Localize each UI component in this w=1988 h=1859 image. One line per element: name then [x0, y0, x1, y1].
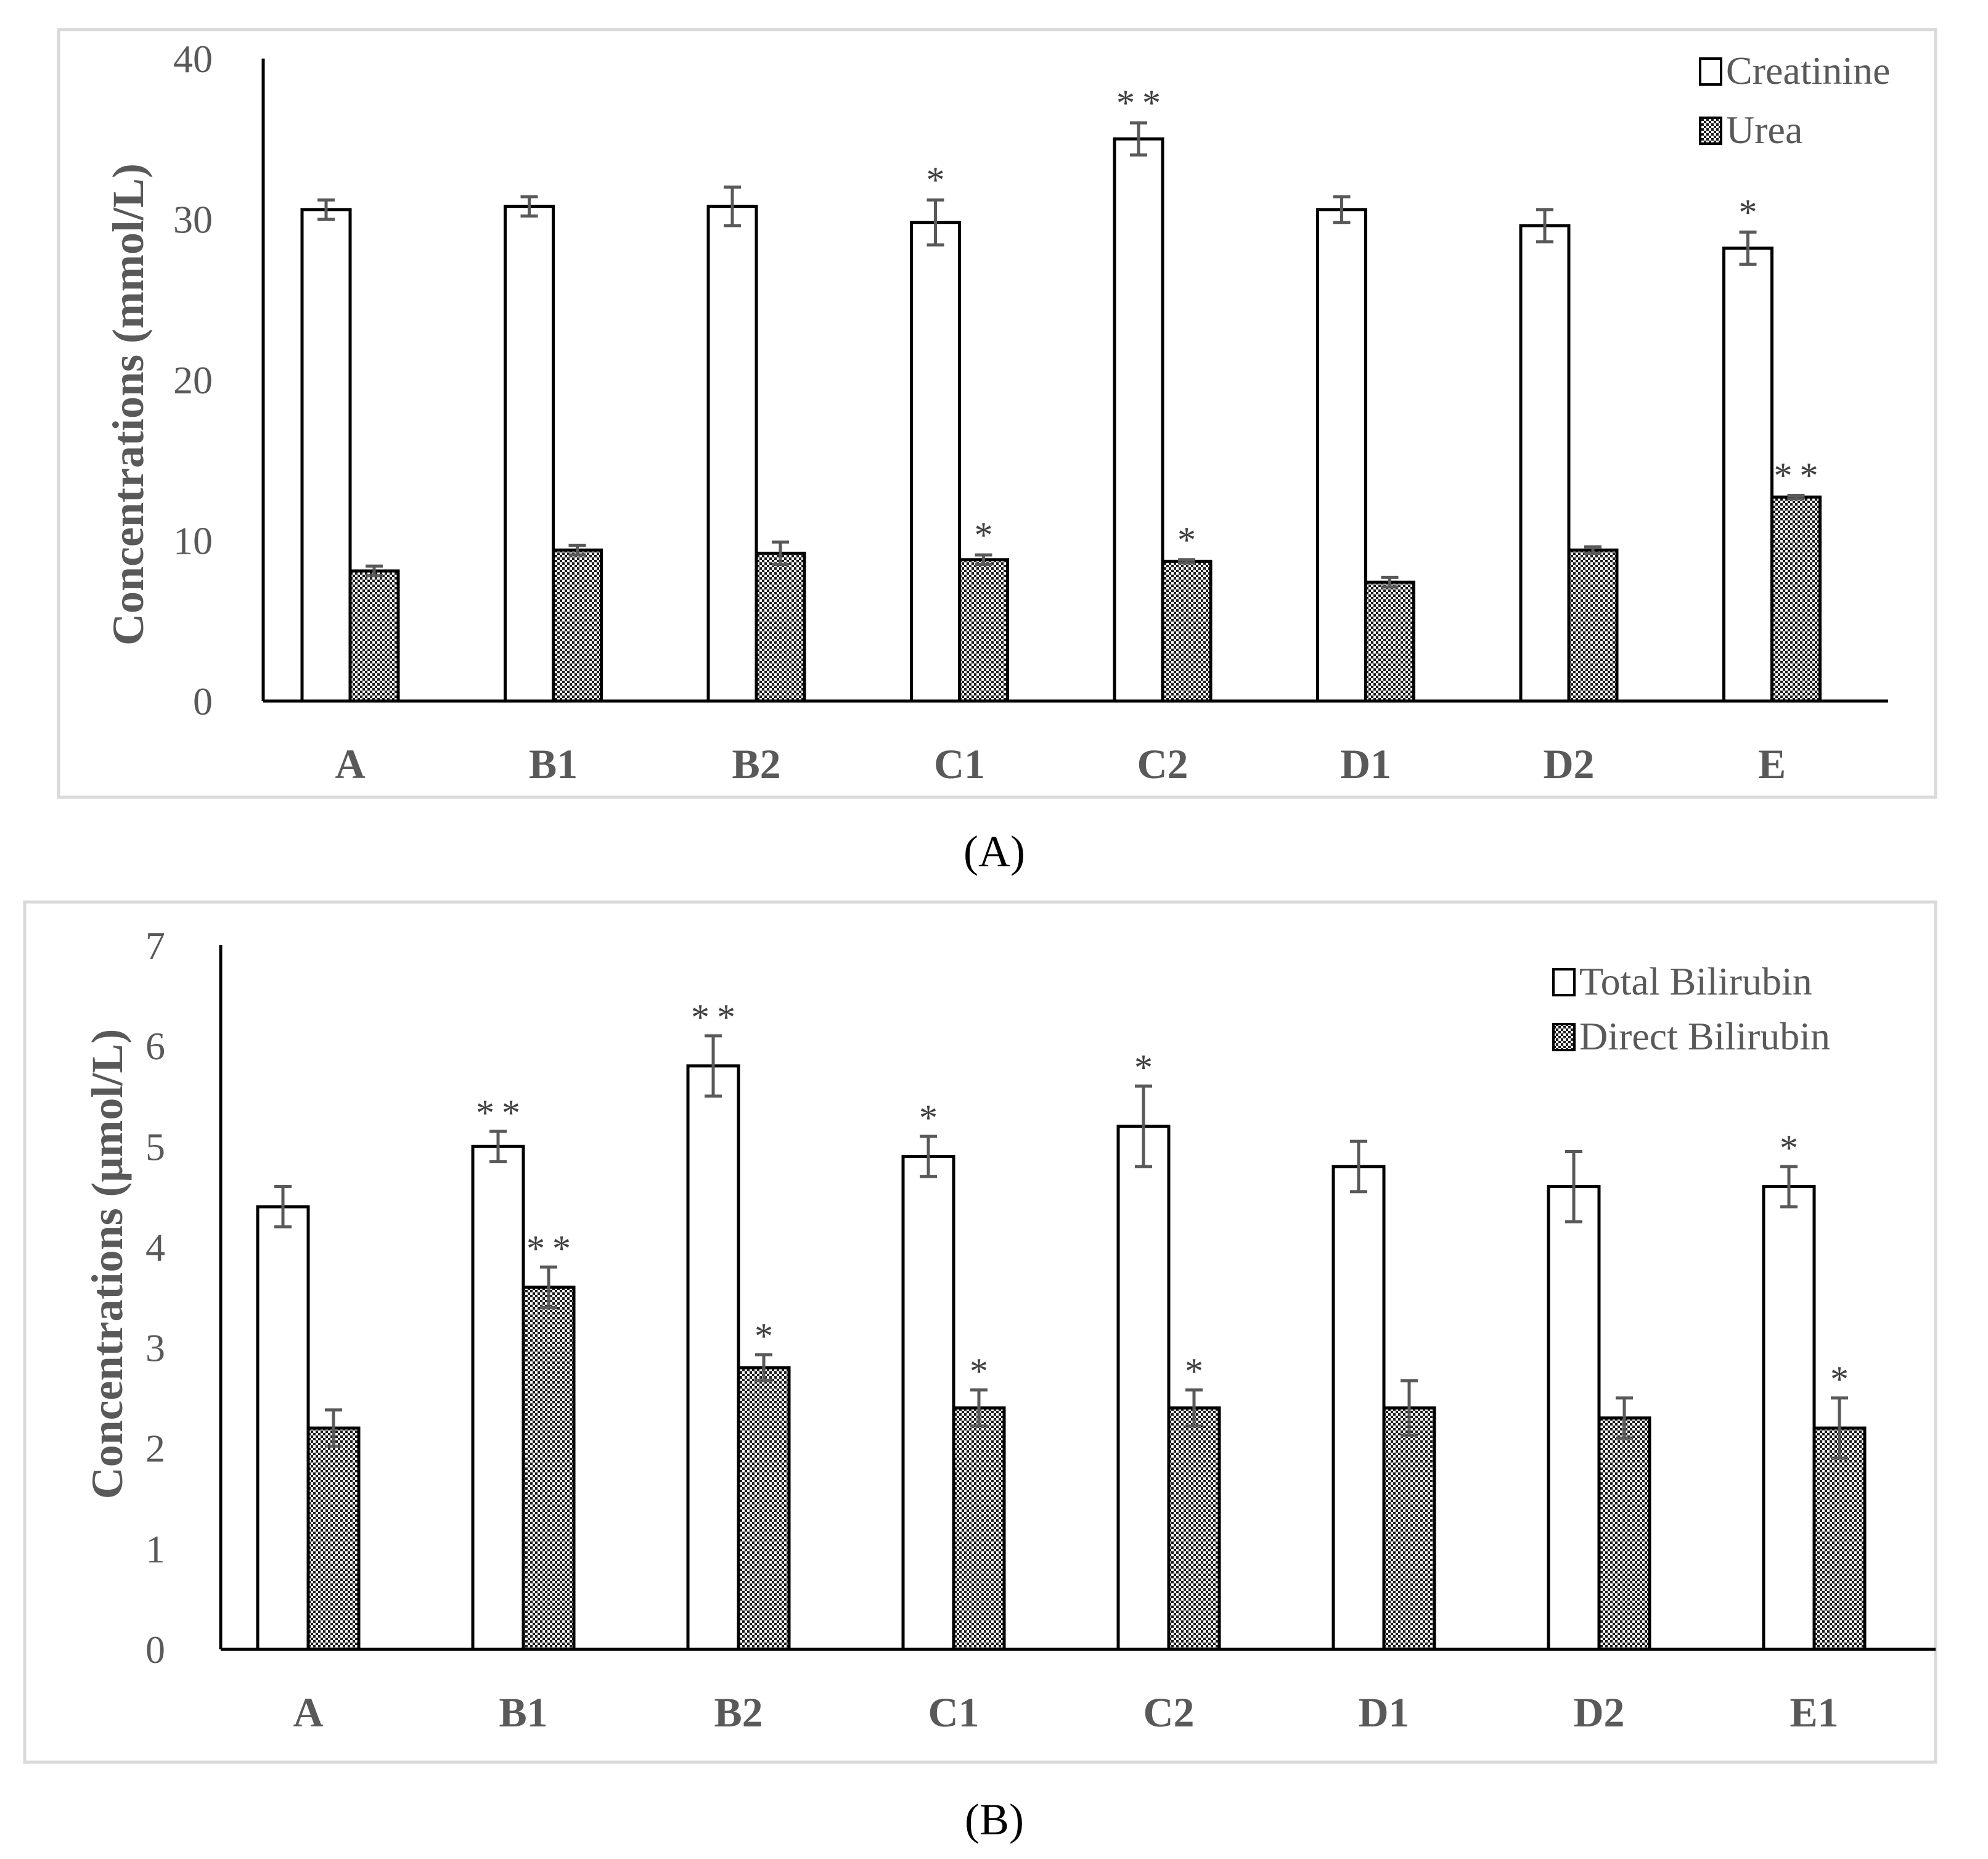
bar-total-bilirubin-b2	[686, 1064, 740, 1651]
legend-label-creatinine: Creatinine	[1726, 49, 1891, 92]
bar-total-bilirubin-a	[256, 1205, 310, 1651]
significance-marker: *	[1177, 520, 1196, 560]
significance-marker: *	[1739, 192, 1757, 232]
bar-direct-bilirubin-e1	[1812, 1426, 1867, 1651]
bar-direct-bilirubin-c2	[1167, 1406, 1221, 1651]
x-tick-label: D1	[1358, 1689, 1409, 1736]
y-tick-label: 5	[145, 1125, 165, 1168]
panel-b-legend: Total Bilirubin Direct Bilirubin	[1552, 959, 1830, 1058]
bar-creatinine-b2	[706, 205, 758, 703]
bar-direct-bilirubin-a	[306, 1426, 361, 1651]
x-tick-label: C2	[1137, 741, 1188, 787]
y-tick-label: 6	[145, 1024, 165, 1068]
bar-creatinine-b1	[504, 205, 555, 703]
bar-creatinine-e	[1722, 246, 1773, 703]
bar-urea-c2	[1161, 559, 1213, 703]
bar-urea-c1	[958, 558, 1009, 703]
bar-urea-b2	[755, 551, 806, 703]
x-tick-label: E1	[1790, 1689, 1838, 1736]
x-tick-label: B1	[499, 1689, 547, 1736]
x-tick-label: D2	[1573, 1689, 1624, 1736]
bar-direct-bilirubin-c1	[952, 1406, 1006, 1651]
panel-a-marks: 0 10 20 30 40 A B1 B2 * * C1 * * * C2 D1 D2 * * * E	[173, 37, 1888, 787]
legend-swatch-creatinine	[1699, 57, 1722, 86]
legend-swatch-total-bilirubin	[1552, 968, 1576, 996]
y-tick-label: 2	[145, 1427, 165, 1471]
bar-creatinine-a	[300, 208, 352, 703]
x-tick-label: C1	[934, 741, 985, 787]
significance-marker: * *	[691, 997, 735, 1038]
y-tick-label: 3	[145, 1326, 165, 1370]
y-tick-label: 30	[173, 198, 213, 242]
significance-marker: *	[1185, 1351, 1203, 1392]
bar-creatinine-d1	[1316, 208, 1367, 703]
y-tick-label: 0	[193, 679, 213, 723]
x-tick-label: A	[293, 1689, 323, 1736]
panel-a-caption: (A)	[963, 827, 1025, 876]
significance-marker: *	[927, 160, 945, 200]
bar-creatinine-c2	[1113, 137, 1164, 703]
y-tick-label: 4	[145, 1225, 165, 1269]
significance-marker: *	[1780, 1128, 1798, 1168]
y-tick-label: 1	[145, 1527, 165, 1571]
significance-marker: *	[975, 515, 993, 556]
significance-marker: *	[919, 1098, 938, 1138]
y-tick-label: 10	[173, 519, 213, 563]
panel-b-marks: 0 1 2 3 4 5 6 7 A * * * * B1 * * * B2 * * C1 * * C2 D1 D2 * * E1	[145, 924, 1936, 1736]
x-tick-label: D1	[1340, 741, 1391, 787]
significance-marker: * *	[1773, 456, 1818, 496]
x-tick-label: B2	[714, 1689, 763, 1736]
significance-marker: * *	[526, 1228, 571, 1269]
legend-swatch-direct-bilirubin	[1552, 1023, 1576, 1051]
x-tick-label: A	[335, 741, 365, 787]
significance-marker: *	[1134, 1047, 1153, 1088]
bar-direct-bilirubin-d2	[1597, 1416, 1651, 1651]
bar-urea-e	[1770, 495, 1822, 703]
bar-total-bilirubin-c1	[901, 1155, 955, 1651]
x-tick-label: C2	[1143, 1689, 1194, 1736]
bar-creatinine-c1	[910, 221, 961, 703]
significance-marker: *	[1830, 1359, 1849, 1400]
x-tick-label: D2	[1543, 741, 1594, 787]
significance-marker: * *	[476, 1093, 520, 1133]
bar-creatinine-d2	[1519, 224, 1571, 703]
panel-a-legend: Creatinine Urea	[1699, 49, 1891, 152]
bar-direct-bilirubin-d1	[1382, 1406, 1436, 1651]
bar-total-bilirubin-b1	[471, 1144, 525, 1651]
legend-label-direct-bilirubin: Direct Bilirubin	[1579, 1014, 1830, 1058]
y-tick-label: 7	[145, 924, 165, 967]
significance-marker: *	[970, 1351, 988, 1392]
bar-urea-a	[348, 569, 400, 703]
y-tick-label: 40	[173, 37, 213, 81]
bar-urea-d1	[1364, 580, 1415, 703]
bar-urea-b1	[552, 548, 603, 703]
panel-b-caption: (B)	[965, 1795, 1024, 1844]
bar-total-bilirubin-c2	[1116, 1125, 1171, 1651]
significance-marker: * *	[1116, 83, 1161, 123]
significance-marker: *	[755, 1316, 773, 1356]
bar-direct-bilirubin-b2	[737, 1366, 791, 1651]
legend-label-urea: Urea	[1726, 108, 1802, 152]
bar-total-bilirubin-d2	[1547, 1185, 1601, 1651]
panel-a-chart: 0 10 20 30 40 A B1 B2 * * C1 * * * C2 D1 D2 * * * E Concen…	[57, 28, 1937, 799]
y-tick-label: 20	[173, 358, 213, 402]
bar-urea-d2	[1567, 548, 1619, 703]
panel-b-ylabel: Concentrations (μmol/L)	[83, 1029, 132, 1500]
x-tick-label: E	[1758, 741, 1786, 787]
legend-label-total-bilirubin: Total Bilirubin	[1579, 959, 1812, 1003]
bar-total-bilirubin-e1	[1762, 1185, 1816, 1651]
x-tick-label: B1	[529, 741, 578, 787]
panel-b-frame	[23, 900, 1937, 1764]
x-tick-label: C1	[928, 1689, 979, 1736]
legend-swatch-urea	[1699, 117, 1722, 145]
bar-direct-bilirubin-b1	[522, 1286, 576, 1651]
bar-total-bilirubin-d1	[1331, 1165, 1386, 1651]
y-tick-label: 0	[145, 1628, 165, 1672]
panel-a-frame	[57, 28, 1937, 799]
panel-a-ylabel: Concentrations (mmol/L)	[104, 163, 153, 646]
x-tick-label: B2	[732, 741, 780, 787]
